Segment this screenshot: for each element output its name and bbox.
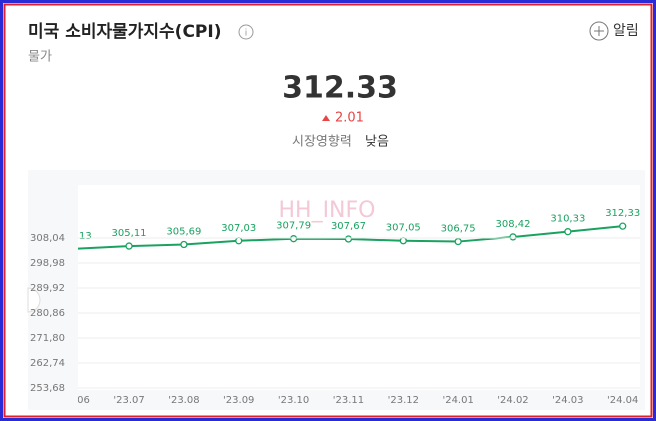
subtitle: 물가: [28, 50, 52, 65]
y-tick-label: 308,04: [30, 233, 65, 244]
x-tick-label: '23.10: [278, 395, 309, 406]
data-label: 304,13: [57, 231, 92, 242]
influence-level: 낮음: [365, 135, 389, 150]
y-tick-label: 289,92: [30, 283, 65, 294]
x-tick-label: '24.04: [607, 395, 638, 406]
data-label: 308,42: [496, 219, 531, 230]
x-tick-label: '23.11: [333, 395, 364, 406]
data-label: 307,03: [221, 223, 256, 234]
data-label: 306,75: [441, 224, 476, 235]
alert-label[interactable]: 알림: [613, 23, 639, 39]
alert-icon[interactable]: [589, 21, 609, 41]
change: 2.01: [335, 111, 364, 126]
data-point: [125, 242, 133, 250]
x-tick-label: '23.06: [59, 395, 90, 406]
info-icon[interactable]: [238, 24, 254, 40]
data-point: [619, 222, 627, 230]
data-label: 312,33: [605, 208, 640, 219]
x-tick-label: '23.12: [388, 395, 419, 406]
data-point: [454, 237, 462, 246]
x-tick-label: '23.09: [223, 395, 254, 406]
x-tick-label: '24.01: [442, 395, 473, 406]
scroll-left-button[interactable]: [27, 287, 41, 313]
data-point: [289, 235, 298, 243]
up-arrow: [322, 115, 330, 121]
y-tick-label: 271,80: [30, 333, 65, 344]
plot: '23.06 '23.07 '23.08 '23.09 '23.10 '23.11 '23.…: [57, 208, 640, 406]
data-label: 307,05: [386, 223, 421, 234]
data-label: 305,69: [166, 226, 201, 237]
x-tick-label: '23.08: [168, 395, 199, 406]
title: 미국 소비자물가지수(CPI): [28, 22, 221, 42]
data-point: [180, 240, 188, 249]
inner-frame: [3, 3, 653, 418]
data-label: 307,67: [331, 221, 366, 232]
y-tick-label: 253,68: [30, 383, 65, 394]
data-label: 307,79: [276, 221, 311, 232]
watermark: HH_INFO: [278, 198, 375, 223]
data-point: [235, 237, 243, 245]
info-icon-glyph: i: [245, 29, 248, 39]
data-point: [509, 233, 517, 241]
y-tick-label: 280,86: [30, 308, 65, 319]
price: 312.33: [282, 71, 398, 106]
influence-label: 시장영향력: [292, 135, 352, 150]
y-tick-label: 262,74: [30, 358, 65, 369]
x-tick-label: '24.03: [552, 395, 583, 406]
data-point: [399, 237, 407, 245]
data-label: 310,33: [550, 214, 585, 225]
x-tick-label: '23.07: [113, 395, 144, 406]
y-tick-label: 298,98: [30, 258, 65, 269]
alert-plus: [594, 26, 604, 36]
data-point: [344, 235, 353, 243]
x-tick-label: '24.02: [497, 395, 528, 406]
data-point: [564, 228, 572, 236]
data-label: 305,11: [112, 228, 147, 239]
